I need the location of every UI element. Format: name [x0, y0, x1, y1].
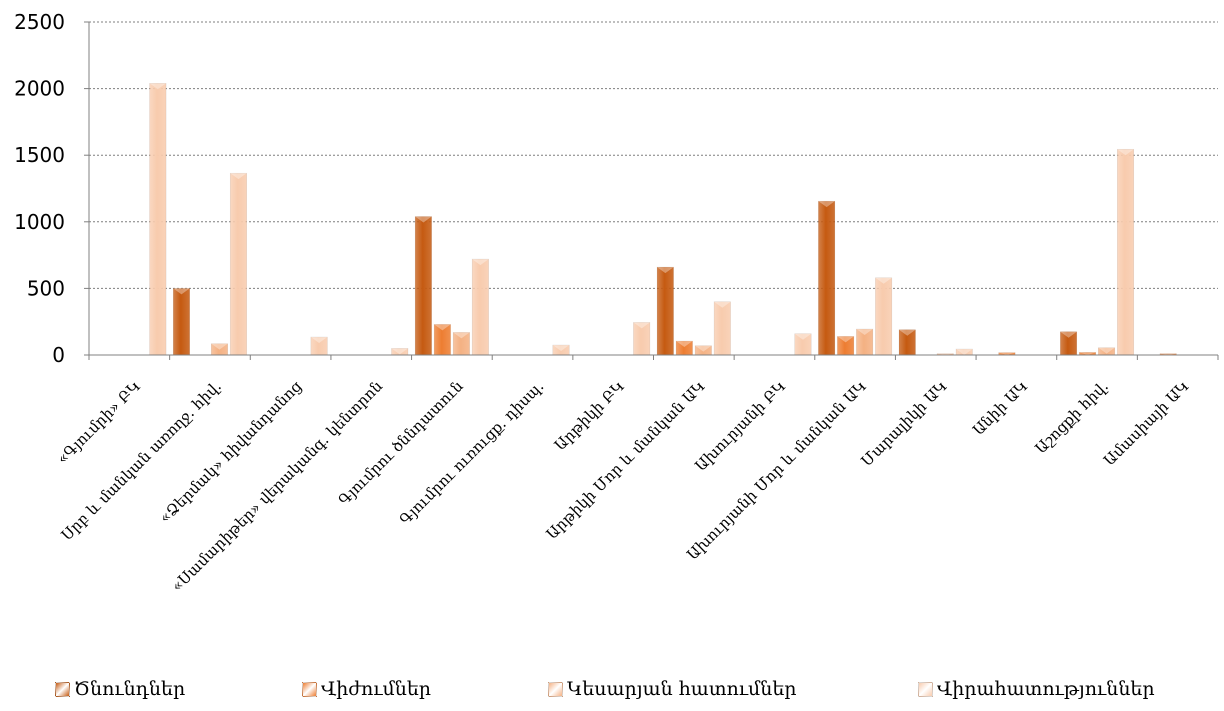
bar-cap [149, 83, 167, 90]
bar [414, 216, 432, 356]
bar [875, 277, 893, 356]
bar-cap [453, 332, 470, 339]
x-tick-label: Աշոցքի հիվ. [1032, 377, 1112, 457]
bar-cap [434, 324, 451, 331]
y-tick-label: 1500 [14, 143, 65, 167]
bar [172, 288, 190, 356]
x-tick-label: Ամասիայի ԱԿ [1100, 377, 1192, 469]
bar [229, 172, 247, 356]
bar-cap [391, 348, 408, 355]
bar-cap [1098, 347, 1115, 354]
bar-cap [657, 267, 674, 274]
y-tick-label: 1000 [14, 210, 65, 234]
legend-swatch [55, 681, 70, 697]
bar-cap [211, 343, 228, 350]
x-tick-label: Անիի ԱԿ [969, 377, 1031, 439]
legend-item: Ծնունդներ [55, 678, 185, 700]
bar [818, 200, 836, 356]
bar-cap [310, 337, 328, 344]
y-tick-label: 0 [52, 343, 65, 367]
bar-cap [899, 329, 916, 336]
bar-cap [1079, 352, 1096, 355]
bar-cap [837, 336, 854, 343]
legend-swatch [918, 681, 933, 697]
legend-item: Վիժումներ [302, 678, 431, 700]
bar-cap [230, 173, 247, 180]
x-tick-label: «Ձերմակ» հիվանդանոց [156, 377, 306, 527]
legend: Ծնունդներ Վիժումներ Կեսարյան հատումներ Վիրա… [0, 678, 1224, 708]
bar-cap [937, 353, 954, 355]
bar-cap [875, 277, 892, 284]
bar [656, 266, 674, 356]
bar [713, 301, 731, 356]
bar [471, 258, 489, 356]
gridlines [89, 21, 1218, 289]
y-tick-label: 2500 [14, 10, 65, 34]
y-axis: 0 500 1000 1500 2000 2500 [14, 10, 90, 367]
x-tick-label: «Գյումրի» ԲԿ [53, 377, 144, 468]
bar [149, 83, 167, 356]
legend-label: Կեսարյան հատումներ [567, 678, 797, 700]
bar-cap [1159, 353, 1177, 355]
bar-cap [856, 329, 873, 336]
bar-cap [794, 333, 812, 340]
bar-cap [472, 259, 489, 266]
y-tick-label: 2000 [14, 77, 65, 101]
x-tick-label: Արթիկի Մոր և մանկան ԱԿ [543, 377, 709, 543]
legend-label: Ծնունդներ [74, 678, 186, 700]
x-tick-label: Գյումրու ուռուցք. դիսպ. [396, 377, 547, 528]
x-tick-label: Մարալիկի ԱԿ [858, 377, 951, 470]
legend-swatch [548, 681, 563, 697]
bar-cap [998, 352, 1016, 355]
bar-cap [714, 301, 731, 308]
legend-label: Վիրահատություններ [937, 678, 1155, 700]
y-tick-label: 500 [27, 276, 65, 300]
bar-cap [633, 322, 650, 329]
bar-cap [552, 345, 570, 352]
bar-cap [676, 341, 693, 348]
bar-cap [415, 216, 432, 223]
x-tick-label: Արթիկի ԲԿ [551, 377, 628, 454]
bar-cap [1060, 331, 1077, 338]
legend-label: Վիժումներ [321, 678, 432, 700]
bar-cap [956, 349, 973, 355]
x-tick-label: Սրբ և մանկան առողջ. հիվ. [58, 377, 225, 544]
bar-cap [173, 288, 190, 295]
x-tick-label: Ախուրյանի Մոր և մանկան ԱԿ [683, 377, 870, 564]
bar [1117, 148, 1135, 356]
legend-swatch [302, 681, 317, 697]
bar-cap [695, 345, 712, 352]
legend-item: Կեսարյան հատումներ [548, 678, 796, 700]
legend-item: Վիրահատություններ [918, 678, 1155, 700]
bars [149, 83, 1177, 356]
bar-cap [1117, 149, 1134, 156]
bar-cap [818, 201, 835, 208]
